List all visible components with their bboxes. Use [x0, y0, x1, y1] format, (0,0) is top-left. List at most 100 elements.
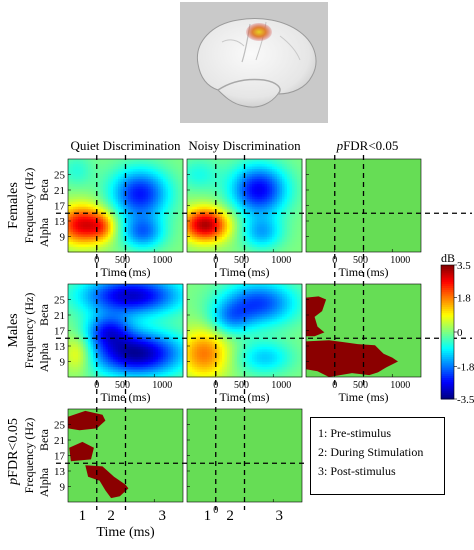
tf-cell [150, 284, 154, 287]
tf-cell [130, 246, 134, 250]
tf-cell [100, 166, 104, 170]
tf-cell [113, 309, 116, 313]
tf-cell [267, 249, 270, 253]
xtick-label: 1000 [271, 255, 291, 266]
tf-cell [192, 204, 195, 208]
tf-cell [128, 364, 131, 368]
tf-cell [138, 241, 141, 245]
tf-cell [118, 181, 121, 185]
tf-cell [264, 241, 268, 245]
tf-cell [123, 161, 126, 165]
tf-cell [83, 209, 86, 213]
tf-cell [242, 241, 245, 245]
tf-cell [130, 206, 134, 210]
tf-cell [138, 249, 141, 253]
tf-cell [80, 196, 84, 200]
tf-cell [294, 181, 298, 185]
tf-cell [145, 344, 149, 348]
tf-cell [128, 339, 131, 343]
tf-cell [85, 159, 89, 162]
tf-cell [257, 234, 260, 238]
tf-cell [85, 361, 89, 365]
tf-cell [274, 194, 278, 198]
tf-cell [234, 226, 238, 230]
tf-cell [209, 196, 213, 200]
tf-cell [135, 189, 139, 193]
tf-cell [138, 169, 141, 172]
tf-cell [279, 194, 283, 198]
tf-cell [168, 161, 171, 165]
tf-cell [118, 169, 121, 172]
tf-cell [128, 174, 131, 177]
tf-cell [143, 236, 146, 240]
tf-cell [145, 209, 149, 213]
tf-cell [279, 161, 283, 165]
tf-cell [178, 284, 181, 287]
tf-cell [85, 204, 89, 208]
tf-cell [90, 199, 94, 203]
tf-cell [274, 191, 278, 195]
tf-cell [153, 179, 156, 183]
tf-cell [83, 194, 86, 198]
ytick-label: 17 [54, 201, 66, 213]
tf-cell [249, 191, 253, 195]
tf-cell [128, 334, 131, 338]
tf-cell [130, 236, 134, 240]
tf-cell [257, 229, 260, 233]
tf-cell [110, 209, 114, 213]
tf-cell [78, 354, 81, 358]
tf-cell [100, 341, 104, 345]
tf-cell [264, 186, 268, 190]
tf-cell [219, 201, 223, 205]
tf-cell [249, 159, 253, 162]
tf-cell [70, 194, 74, 198]
tf-cell [135, 236, 139, 240]
tf-cell [222, 181, 225, 185]
tf-cell [247, 186, 250, 190]
tf-cell [229, 184, 233, 188]
tf-cell [88, 354, 91, 358]
tf-cell [175, 159, 179, 162]
tf-cell [75, 236, 79, 240]
tf-cell [120, 246, 124, 250]
tf-cell [207, 194, 210, 198]
tf-cell [68, 236, 71, 240]
tf-cell [88, 306, 91, 310]
tf-cell [123, 219, 126, 223]
tf-cell [274, 246, 278, 250]
tf-cell [178, 229, 181, 233]
tf-cell [100, 226, 104, 230]
tf-cell [123, 186, 126, 190]
tf-cell [234, 181, 238, 185]
tf-cell [120, 316, 124, 320]
tf-cell [128, 299, 131, 302]
tf-cell [209, 246, 213, 250]
tf-cell [294, 214, 298, 218]
tf-cell [297, 221, 300, 225]
tf-cell [98, 309, 101, 313]
tf-cell [78, 339, 81, 343]
tf-cell [160, 294, 164, 297]
tf-cell [90, 186, 94, 190]
tf-cell [113, 289, 116, 292]
tf-cell [145, 191, 149, 195]
tf-cell [192, 169, 195, 172]
tf-cell [110, 234, 114, 238]
tf-cell [135, 234, 139, 238]
tf-cell [158, 309, 161, 313]
tf-cell [178, 296, 181, 300]
tf-cell [173, 344, 176, 348]
tf-cell [78, 231, 81, 235]
tf-cell [297, 239, 300, 243]
tf-cell [170, 174, 174, 177]
tf-cell [222, 224, 225, 228]
tf-cell [229, 219, 233, 223]
tf-cell [143, 359, 146, 363]
tf-cell [93, 246, 96, 250]
tf-cell [125, 189, 129, 193]
tf-cell [158, 334, 161, 338]
tf-cell [113, 351, 116, 355]
tf-cell [194, 159, 198, 162]
tf-cell [247, 226, 250, 230]
tf-cell [123, 296, 126, 300]
